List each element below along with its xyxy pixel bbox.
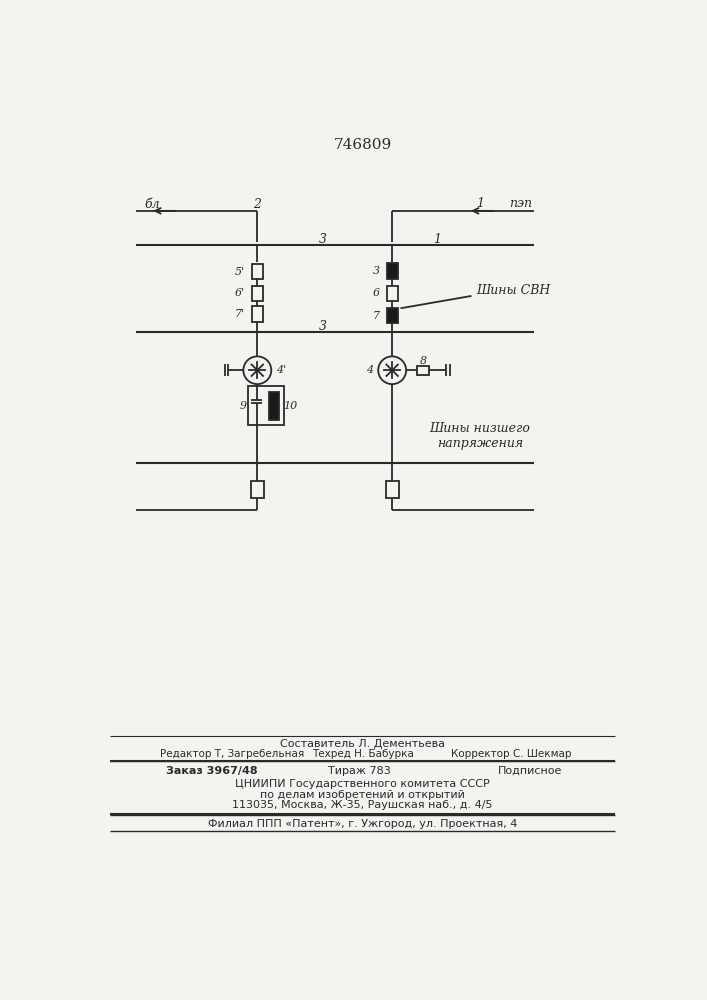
Bar xyxy=(251,481,264,498)
Bar xyxy=(387,308,397,323)
Text: Корректор С. Шекмар: Корректор С. Шекмар xyxy=(450,749,571,759)
Bar xyxy=(387,286,397,301)
Text: Филиал ППП «Патент», г. Ужгород, ул. Проектная, 4: Филиал ППП «Патент», г. Ужгород, ул. Про… xyxy=(208,819,518,829)
Text: 1: 1 xyxy=(433,233,441,246)
Text: 1: 1 xyxy=(476,197,484,210)
Text: пэп: пэп xyxy=(509,197,532,210)
Text: 4: 4 xyxy=(366,365,373,375)
Text: бл: бл xyxy=(144,198,160,211)
Bar xyxy=(252,286,263,301)
Text: 2: 2 xyxy=(253,198,262,211)
Text: 3: 3 xyxy=(373,266,380,276)
Text: 113035, Москва, Ж-35, Раушская наб., д. 4/5: 113035, Москва, Ж-35, Раушская наб., д. … xyxy=(233,800,493,810)
Bar xyxy=(252,306,263,322)
Bar xyxy=(248,386,284,425)
Text: 3: 3 xyxy=(319,320,327,333)
Text: 3: 3 xyxy=(319,233,327,246)
Text: 7: 7 xyxy=(373,311,380,321)
Bar xyxy=(269,392,279,420)
Text: 9: 9 xyxy=(240,401,247,411)
Bar xyxy=(385,481,399,498)
Text: Составитель Л. Дементьева: Составитель Л. Дементьева xyxy=(280,739,445,749)
Text: 6': 6' xyxy=(235,288,245,298)
Text: 7': 7' xyxy=(235,309,245,319)
Text: Редактор Т, Загребельная: Редактор Т, Загребельная xyxy=(160,749,304,759)
Text: 6: 6 xyxy=(373,288,380,298)
Text: Тираж 783: Тираж 783 xyxy=(328,766,391,776)
Text: 8: 8 xyxy=(420,356,427,366)
Text: Шины СВН: Шины СВН xyxy=(476,284,550,297)
Bar xyxy=(252,264,263,279)
Text: Подписное: Подписное xyxy=(498,766,562,776)
Text: 4': 4' xyxy=(276,365,286,375)
Text: Шины низшего
напряжения: Шины низшего напряжения xyxy=(429,422,530,450)
Text: Заказ 3967/48: Заказ 3967/48 xyxy=(166,766,257,776)
Text: 10: 10 xyxy=(283,401,297,411)
Text: 746809: 746809 xyxy=(334,138,392,152)
Bar xyxy=(417,366,429,375)
Text: ЦНИИПИ Государственного комитета СССР: ЦНИИПИ Государственного комитета СССР xyxy=(235,779,490,789)
Text: 5': 5' xyxy=(235,267,245,277)
Text: Техред Н. Бабурка: Техред Н. Бабурка xyxy=(312,749,414,759)
Bar xyxy=(387,263,397,279)
Text: по делам изобретений и открытий: по делам изобретений и открытий xyxy=(260,790,465,800)
